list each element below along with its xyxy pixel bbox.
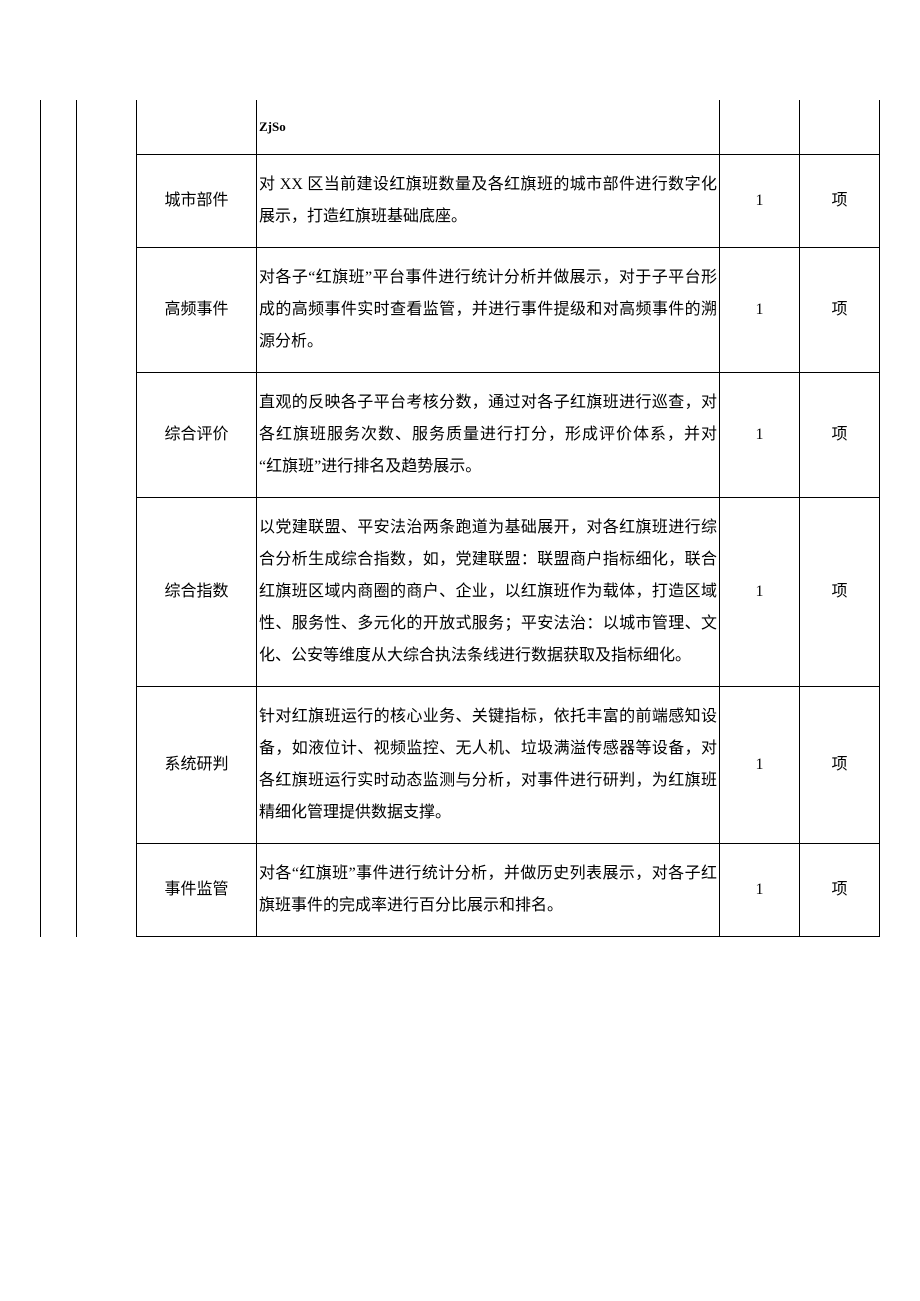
cell-unit: 项 [800, 248, 880, 373]
cell-qty: 1 [720, 687, 800, 844]
table-row: ZjSo [41, 100, 880, 155]
cell-qty [720, 100, 800, 155]
page: ZjSo 城市部件 对 XX 区当前建设红旗班数量及各红旗班的城市部件进行数字化… [0, 0, 920, 997]
cell-unit: 项 [800, 373, 880, 498]
table-row: 综合指数 以党建联盟、平安法治两条跑道为基础展开，对各红旗班进行综合分析生成综合… [41, 498, 880, 687]
cell-unit: 项 [800, 844, 880, 937]
cell-qty: 1 [720, 844, 800, 937]
cell-desc: 对各“红旗班”事件进行统计分析，并做历史列表展示，对各子红旗班事件的完成率进行百… [257, 844, 720, 937]
table-row: 系统研判 针对红旗班运行的核心业务、关键指标，依托丰富的前端感知设备，如液位计、… [41, 687, 880, 844]
cell-desc: ZjSo [257, 100, 720, 155]
cell-desc: 对 XX 区当前建设红旗班数量及各红旗班的城市部件进行数字化展示，打造红旗班基础… [257, 155, 720, 248]
stub-col-a [41, 100, 77, 937]
stub-col-b [77, 100, 137, 937]
cell-qty: 1 [720, 498, 800, 687]
cell-desc: 对各子“红旗班”平台事件进行统计分析并做展示，对于子平台形成的高频事件实时查看监… [257, 248, 720, 373]
cell-name: 城市部件 [137, 155, 257, 248]
cell-qty: 1 [720, 248, 800, 373]
cell-desc: 以党建联盟、平安法治两条跑道为基础展开，对各红旗班进行综合分析生成综合指数，如，… [257, 498, 720, 687]
cell-name: 高频事件 [137, 248, 257, 373]
cell-desc: 针对红旗班运行的核心业务、关键指标，依托丰富的前端感知设备，如液位计、视频监控、… [257, 687, 720, 844]
cell-name: 系统研判 [137, 687, 257, 844]
cell-unit: 项 [800, 687, 880, 844]
cell-name: 综合指数 [137, 498, 257, 687]
cell-name: 综合评价 [137, 373, 257, 498]
cell-unit: 项 [800, 498, 880, 687]
spec-table: ZjSo 城市部件 对 XX 区当前建设红旗班数量及各红旗班的城市部件进行数字化… [40, 100, 880, 937]
cell-name [137, 100, 257, 155]
cell-desc: 直观的反映各子平台考核分数，通过对各子红旗班进行巡查，对各红旗班服务次数、服务质… [257, 373, 720, 498]
table-body: ZjSo 城市部件 对 XX 区当前建设红旗班数量及各红旗班的城市部件进行数字化… [41, 100, 880, 937]
cell-name: 事件监管 [137, 844, 257, 937]
cell-qty: 1 [720, 373, 800, 498]
cell-unit: 项 [800, 155, 880, 248]
table-row: 综合评价 直观的反映各子平台考核分数，通过对各子红旗班进行巡查，对各红旗班服务次… [41, 373, 880, 498]
cell-qty: 1 [720, 155, 800, 248]
table-row: 事件监管 对各“红旗班”事件进行统计分析，并做历史列表展示，对各子红旗班事件的完… [41, 844, 880, 937]
cell-unit [800, 100, 880, 155]
table-row: 高频事件 对各子“红旗班”平台事件进行统计分析并做展示，对于子平台形成的高频事件… [41, 248, 880, 373]
table-row: 城市部件 对 XX 区当前建设红旗班数量及各红旗班的城市部件进行数字化展示，打造… [41, 155, 880, 248]
